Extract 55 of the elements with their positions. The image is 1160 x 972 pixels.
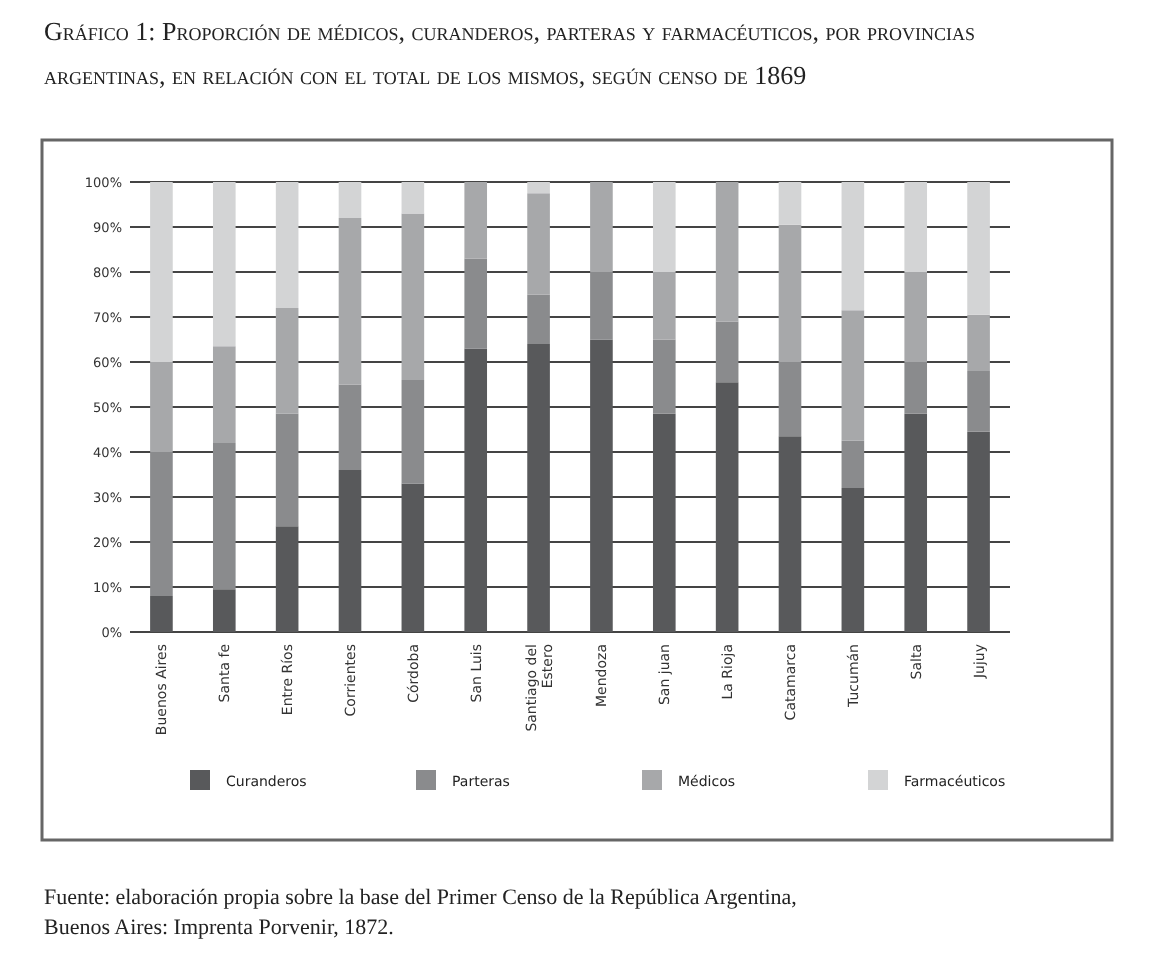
bar (715, 182, 739, 322)
bar (527, 193, 550, 295)
bar (967, 314, 990, 371)
bar (150, 362, 173, 452)
bar (778, 182, 802, 225)
bar (464, 258, 488, 349)
bar (150, 452, 173, 596)
bar (338, 218, 362, 385)
bar (652, 413, 676, 632)
bar (715, 321, 739, 383)
bar (904, 413, 928, 632)
bar (904, 362, 928, 414)
bar (401, 213, 425, 380)
bar (967, 371, 990, 432)
bar (841, 488, 865, 632)
bar (275, 413, 299, 527)
bar (527, 294, 550, 344)
bar (904, 272, 928, 362)
bar (275, 308, 299, 414)
bar (590, 182, 613, 272)
bar (652, 272, 676, 340)
bar (967, 182, 990, 315)
bar (590, 339, 613, 632)
bar (904, 182, 928, 272)
bar (150, 596, 173, 632)
bar (212, 443, 236, 590)
bar (212, 346, 236, 443)
bar (275, 526, 299, 632)
bar (275, 182, 299, 308)
bar (778, 436, 802, 632)
bar (967, 431, 990, 632)
bar (338, 182, 362, 218)
bar (715, 382, 739, 632)
bar (338, 470, 362, 632)
bar (527, 182, 550, 194)
bar (338, 384, 362, 470)
bar (527, 344, 550, 632)
bar (841, 310, 865, 441)
bar (652, 182, 676, 272)
bar (401, 483, 425, 632)
bar (652, 339, 676, 414)
bar (778, 362, 802, 437)
bar (212, 182, 236, 347)
bar (401, 182, 425, 214)
bar (464, 182, 488, 259)
bar (841, 440, 865, 488)
bar (401, 380, 425, 484)
bar (150, 182, 173, 362)
bar (212, 589, 236, 632)
bar (464, 348, 488, 632)
bar (841, 182, 865, 311)
bar (590, 272, 613, 340)
source-note: Fuente: elaboración propia sobre la base del Primer Censo de la República Argentina, Buenos Aires: Imprenta Porvenir, 1872. (44, 886, 798, 940)
chart-title: Gráfico 1: Proporción de médicos, curanderos, parteras y farmacéuticos, por provincias argentinas, en relación con el total de los mismos, según censo de 1869 (44, 16, 976, 90)
bar (778, 224, 802, 362)
